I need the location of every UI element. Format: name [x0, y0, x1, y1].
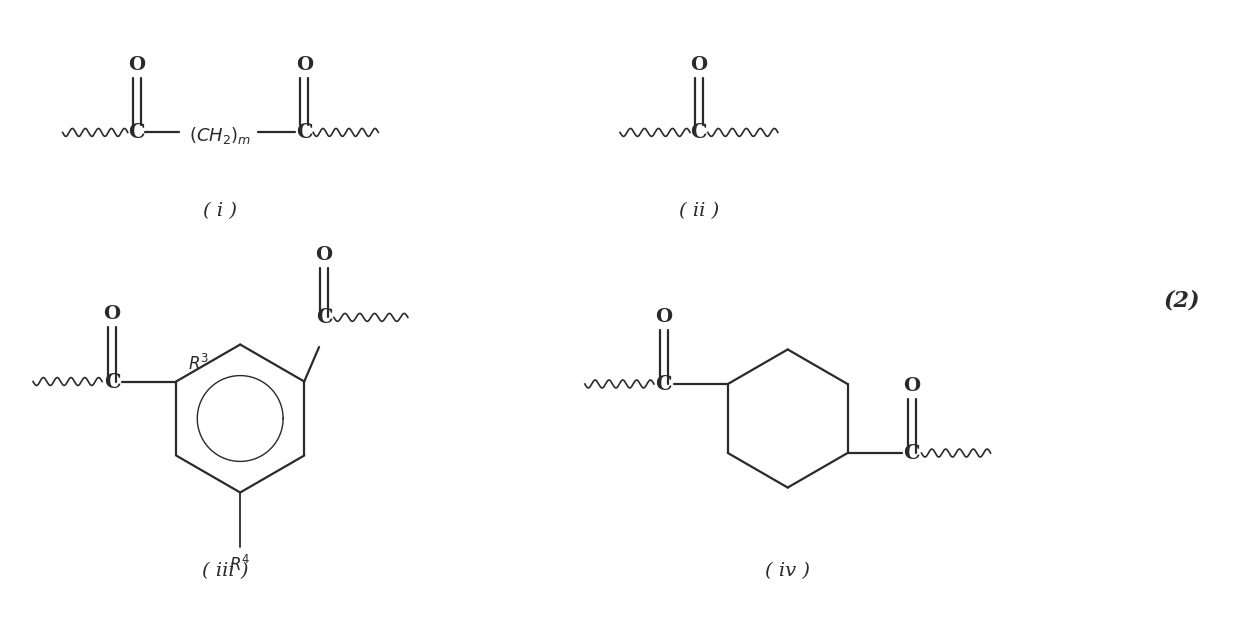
- Text: O: O: [103, 305, 120, 323]
- Text: ( iii ): ( iii ): [202, 562, 249, 580]
- Text: O: O: [903, 377, 920, 395]
- Text: C: C: [316, 307, 332, 328]
- Text: O: O: [691, 56, 708, 74]
- Text: C: C: [296, 122, 312, 142]
- Text: $R^3$: $R^3$: [188, 353, 210, 374]
- Text: C: C: [903, 443, 920, 463]
- Text: C: C: [104, 371, 120, 392]
- Text: ( i ): ( i ): [203, 202, 238, 221]
- Text: $(CH_2)_m$: $(CH_2)_m$: [190, 125, 252, 146]
- Text: C: C: [691, 122, 707, 142]
- Text: O: O: [128, 56, 145, 74]
- Text: C: C: [128, 122, 145, 142]
- Text: O: O: [655, 308, 672, 326]
- Text: ( ii ): ( ii ): [678, 202, 719, 221]
- Text: ( iv ): ( iv ): [765, 562, 810, 580]
- Text: O: O: [315, 246, 332, 265]
- Text: $R^4$: $R^4$: [229, 554, 250, 575]
- Text: (2): (2): [1164, 289, 1200, 311]
- Text: C: C: [656, 374, 672, 394]
- Text: O: O: [296, 56, 312, 74]
